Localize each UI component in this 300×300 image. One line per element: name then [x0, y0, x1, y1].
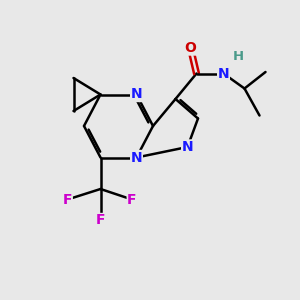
Text: N: N — [131, 151, 142, 164]
Text: N: N — [182, 140, 193, 154]
Text: F: F — [96, 214, 105, 227]
Text: F: F — [127, 193, 137, 206]
Text: H: H — [233, 50, 244, 64]
Text: O: O — [184, 41, 196, 55]
Text: F: F — [63, 193, 72, 206]
Text: N: N — [218, 67, 229, 80]
Text: N: N — [131, 88, 142, 101]
